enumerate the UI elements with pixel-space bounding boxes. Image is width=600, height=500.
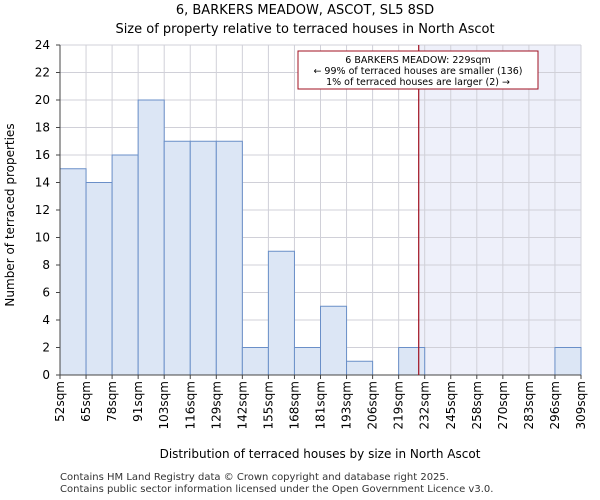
x-tick-label: 52sqm <box>53 381 67 422</box>
bar-155sqm <box>267 250 295 376</box>
bar-142sqm <box>241 347 269 376</box>
x-tick-label: 219sqm <box>392 381 406 429</box>
y-tick-label: 4 <box>42 313 50 327</box>
x-tick-label: 283sqm <box>522 381 536 429</box>
annotation-line2: ← 99% of terraced houses are smaller (13… <box>313 66 522 77</box>
x-tick-label: 65sqm <box>79 381 93 422</box>
y-tick-label: 22 <box>35 66 50 80</box>
x-tick-label: 155sqm <box>261 381 275 429</box>
chart-subtitle: Size of property relative to terraced ho… <box>115 22 494 37</box>
bar-219sqm <box>398 347 426 376</box>
x-axis-label: Distribution of terraced houses by size … <box>160 447 481 461</box>
bar-52sqm <box>59 168 87 376</box>
y-tick-label: 12 <box>35 203 50 217</box>
x-tick-label: 296sqm <box>548 381 562 429</box>
x-tick-label: 232sqm <box>418 381 432 429</box>
bar-296sqm <box>554 347 582 376</box>
y-axis-label: Number of terraced properties <box>3 123 17 306</box>
annotation-box <box>297 50 539 90</box>
x-tick-label: 103sqm <box>157 381 171 429</box>
x-tick-label: 142sqm <box>235 381 249 429</box>
y-tick-label: 2 <box>42 341 50 355</box>
bar-129sqm <box>215 140 243 376</box>
y-tick-label: 16 <box>35 148 50 162</box>
x-tick-label: 206sqm <box>366 381 380 429</box>
x-tick-label: 91sqm <box>131 381 145 422</box>
x-tick-label: 270sqm <box>496 381 510 429</box>
x-tick-label: 193sqm <box>340 381 354 429</box>
bar-193sqm <box>346 360 374 376</box>
x-tick-label: 258sqm <box>470 381 484 429</box>
y-tick-label: 0 <box>42 368 50 382</box>
x-tick-label: 309sqm <box>574 381 588 429</box>
x-tick-label: 78sqm <box>105 381 119 422</box>
y-tick-label: 18 <box>35 121 50 135</box>
x-tick-label: 245sqm <box>444 381 458 429</box>
bar-168sqm <box>293 347 322 376</box>
y-tick-label: 14 <box>35 176 50 190</box>
y-tick-label: 10 <box>35 231 50 245</box>
y-tick-label: 6 <box>42 286 50 300</box>
x-tick-label: 129sqm <box>209 381 223 429</box>
x-tick-label: 168sqm <box>287 381 301 429</box>
footer-licence: Contains public sector information licen… <box>60 484 494 495</box>
x-tick-label: 181sqm <box>314 381 328 429</box>
annotation-line1: 6 BARKERS MEADOW: 229sqm <box>345 55 490 66</box>
bar-116sqm <box>189 140 217 376</box>
bar-103sqm <box>163 140 191 376</box>
bar-78sqm <box>111 154 139 376</box>
y-tick-label: 8 <box>42 258 50 272</box>
footer-copyright: Contains HM Land Registry data © Crown c… <box>60 472 449 483</box>
x-tick-label: 116sqm <box>183 381 197 429</box>
annotation-line3: 1% of terraced houses are larger (2) → <box>326 77 510 88</box>
bar-181sqm <box>320 305 348 376</box>
bar-91sqm <box>137 99 165 376</box>
y-tick-label: 24 <box>35 38 50 52</box>
bar-65sqm <box>85 182 113 376</box>
chart-title: 6, BARKERS MEADOW, ASCOT, SL5 8SD <box>176 3 434 18</box>
y-tick-label: 20 <box>35 93 50 107</box>
